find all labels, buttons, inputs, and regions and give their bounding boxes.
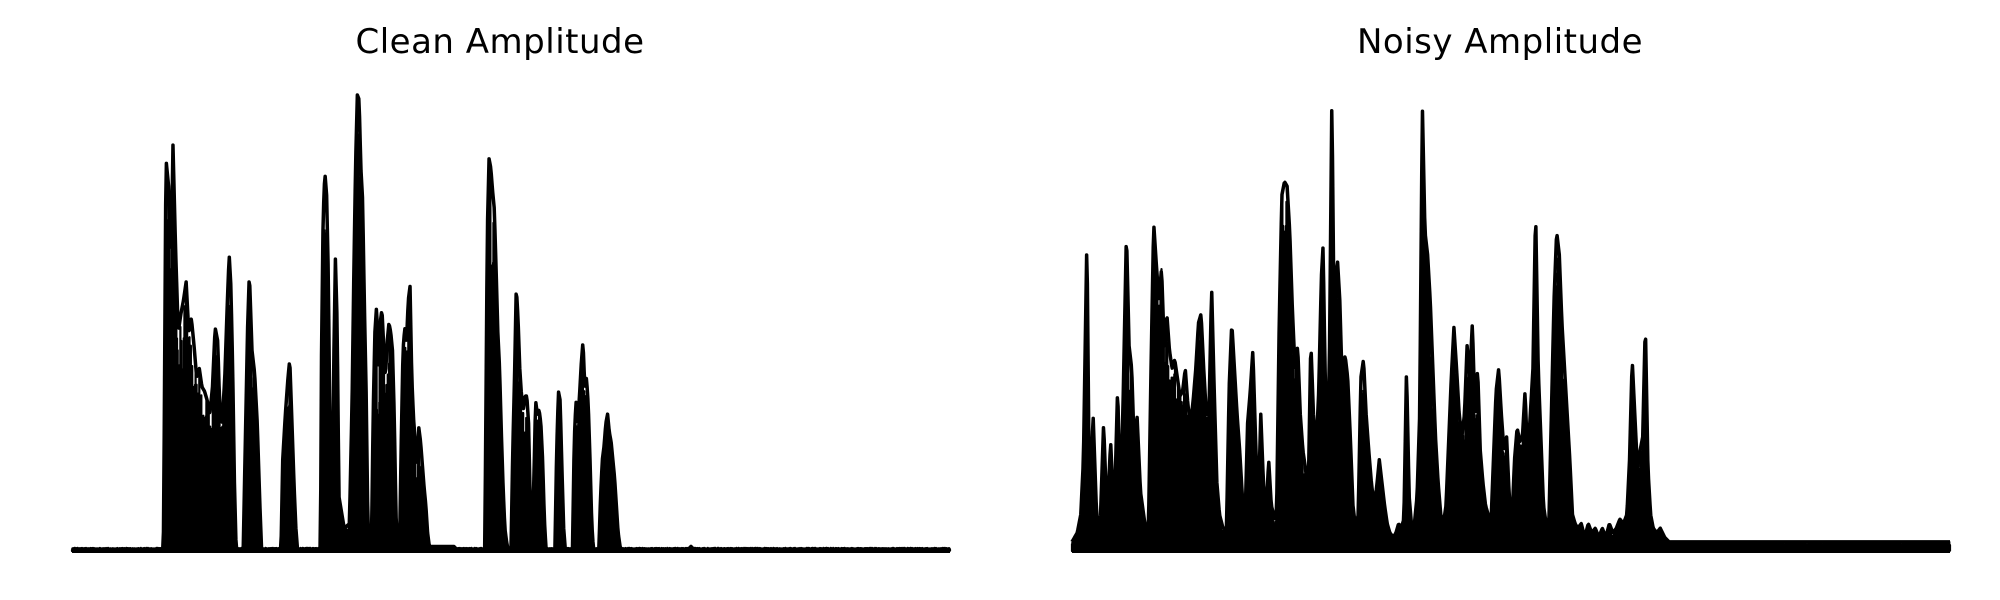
chart-panel-noisy: Noisy Amplitude <box>1000 0 2000 600</box>
chart-title: Noisy Amplitude <box>1356 22 1644 62</box>
waveform-series-line <box>1070 112 1952 553</box>
waveform-envelope-line <box>70 93 952 551</box>
waveform-envelope-line <box>1070 108 1952 544</box>
chart-plot-clean <box>70 93 952 553</box>
chart-plot-noisy <box>1070 108 1952 553</box>
chart-panel-clean: Clean Amplitude <box>70 22 952 553</box>
chart-title: Clean Amplitude <box>355 22 645 62</box>
